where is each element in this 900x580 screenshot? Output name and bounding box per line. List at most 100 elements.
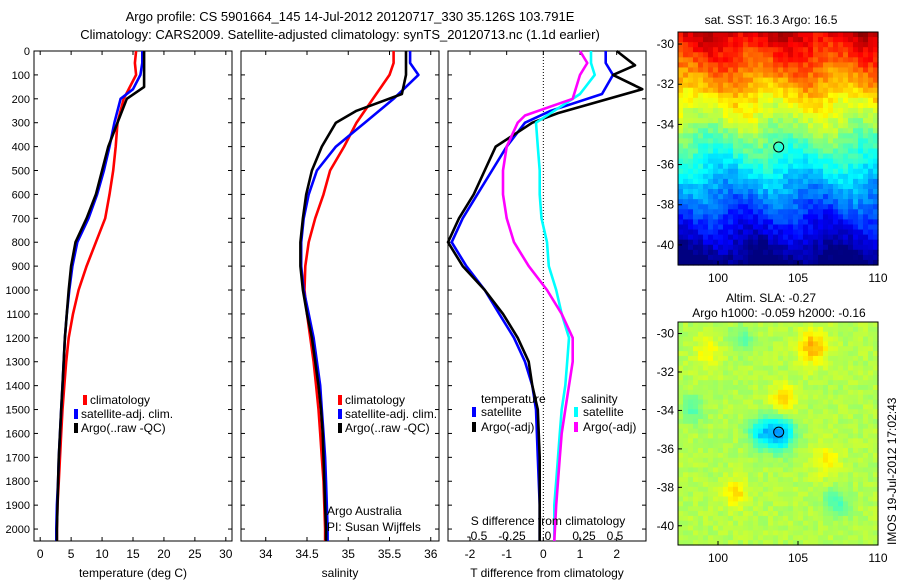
map-cell — [803, 360, 809, 367]
map-cell — [818, 520, 824, 527]
map-cell — [863, 360, 869, 367]
map-cell — [743, 481, 749, 488]
map-cell — [723, 97, 729, 104]
map-cell — [763, 92, 769, 99]
map-cell — [828, 404, 834, 410]
map-cell — [728, 346, 734, 352]
map-cell — [693, 481, 699, 488]
map-cell — [708, 322, 714, 328]
map-cell — [703, 399, 709, 406]
map-cell — [723, 42, 729, 48]
map-cell — [693, 77, 699, 84]
map-cell — [753, 443, 759, 449]
map-cell — [718, 219, 724, 226]
map-cell — [678, 501, 684, 507]
map-cell — [843, 189, 849, 195]
map-cell — [698, 506, 704, 512]
map-cell — [848, 535, 854, 541]
map-cell — [683, 423, 689, 430]
map-cell — [753, 341, 759, 347]
map-cell — [748, 72, 754, 79]
map-cell — [783, 214, 789, 221]
map-cell — [733, 525, 739, 532]
map-cell — [683, 42, 689, 48]
map-cell — [768, 173, 774, 180]
map-cell — [778, 457, 784, 464]
map-cell — [728, 189, 734, 195]
map-cell — [703, 168, 709, 175]
map-cell — [813, 42, 819, 48]
map-cell — [858, 423, 864, 430]
map-cell — [818, 194, 824, 200]
map-cell — [763, 138, 769, 145]
map-cell — [848, 47, 854, 53]
map-cell — [828, 254, 834, 261]
map-cell — [688, 32, 694, 38]
map-cell — [678, 118, 684, 124]
map-cell — [838, 355, 844, 362]
map-cell — [838, 107, 844, 114]
map-cell — [828, 438, 834, 444]
map-cell — [833, 113, 839, 119]
map-cell — [788, 138, 794, 145]
map-cell — [743, 143, 749, 150]
map-cell — [678, 506, 684, 512]
map-cell — [733, 148, 739, 155]
map-cell — [703, 138, 709, 145]
map-cell — [863, 118, 869, 124]
map-cell — [798, 138, 804, 145]
map-cell — [768, 486, 774, 493]
map-cell — [848, 530, 854, 536]
map-cell — [728, 409, 734, 415]
map-cell — [813, 229, 819, 236]
map-cell — [848, 520, 854, 527]
map-cell — [773, 82, 779, 89]
map-cell — [858, 123, 864, 129]
map-cell — [758, 351, 764, 357]
map-cell — [693, 365, 699, 372]
map-cell — [778, 530, 784, 536]
map-cell — [818, 244, 824, 251]
map-cell — [823, 72, 829, 79]
map-cell — [828, 481, 834, 488]
annotation-pi: PI: Susan Wijffels — [327, 520, 421, 534]
map-cell — [693, 472, 699, 478]
map-cell — [683, 520, 689, 527]
map-cell — [738, 102, 744, 109]
map-cell — [803, 394, 809, 401]
map-cell — [688, 515, 694, 522]
map-cell — [743, 204, 749, 210]
map-cell — [753, 331, 759, 338]
map-cell — [723, 322, 729, 328]
map-cell — [863, 219, 869, 226]
map-cell — [773, 158, 779, 165]
map-cell — [703, 370, 709, 376]
map-cell — [823, 194, 829, 200]
map-cell — [753, 168, 759, 175]
map-cell — [688, 133, 694, 139]
map-cell — [683, 47, 689, 53]
map-cell — [783, 467, 789, 473]
map-cell — [848, 239, 854, 246]
map-cell — [778, 254, 784, 261]
map-cell — [758, 530, 764, 536]
map-cell — [793, 239, 799, 246]
map-cell — [753, 229, 759, 236]
map-cell — [698, 448, 704, 454]
map-cell — [788, 183, 794, 190]
map-cell — [798, 385, 804, 391]
map-cell — [838, 113, 844, 119]
map-cell — [713, 244, 719, 251]
map-cell — [868, 443, 874, 449]
map-cell — [838, 530, 844, 536]
map-cell — [873, 486, 879, 493]
map-cell — [683, 346, 689, 352]
map-cell — [873, 52, 879, 58]
map-cell — [858, 491, 864, 498]
map-cell — [803, 409, 809, 415]
map-cell — [733, 214, 739, 221]
map-cell — [788, 113, 794, 119]
map-cell — [838, 77, 844, 84]
map-cell — [758, 82, 764, 89]
map-cell — [728, 481, 734, 488]
